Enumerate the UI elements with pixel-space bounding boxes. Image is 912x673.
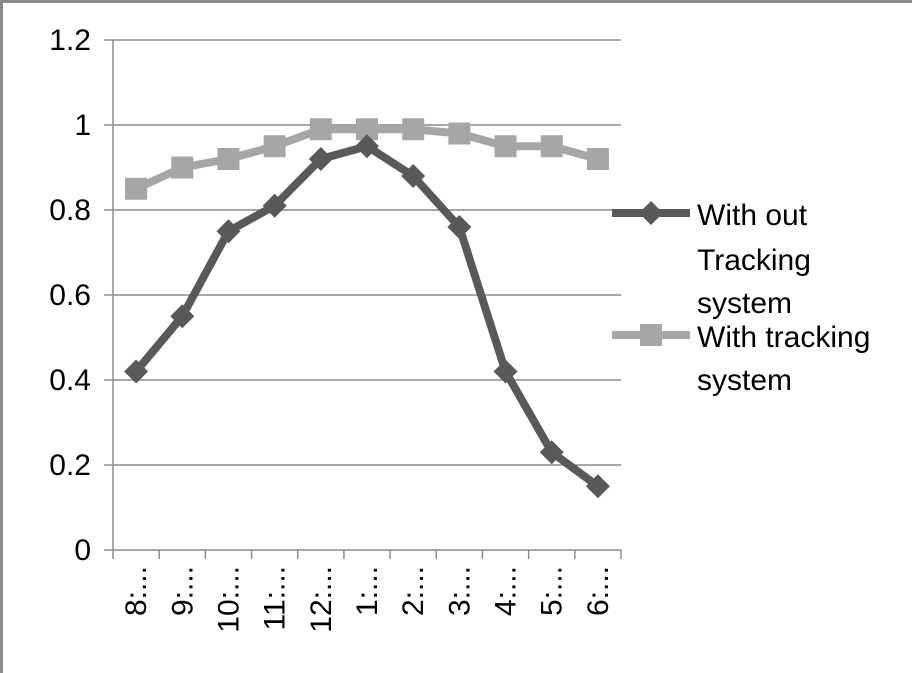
x-tick-label: 4:... (490, 566, 523, 616)
data-point (355, 134, 379, 159)
x-tick-label: 6:... (582, 566, 615, 616)
x-tick-label: 2:... (397, 566, 430, 616)
data-point (448, 122, 471, 145)
series-line-0 (132, 142, 602, 491)
data-point (540, 135, 563, 158)
data-point (539, 440, 564, 465)
y-tick-label: 0.4 (49, 364, 91, 397)
y-tick-label: 1.2 (49, 24, 91, 57)
x-tick-label: 11:... (259, 566, 292, 630)
y-tick-label: 0 (74, 534, 91, 567)
data-point (170, 304, 195, 329)
legend-marker (639, 201, 663, 225)
data-point (216, 219, 241, 244)
data-point (493, 359, 518, 384)
y-tick-label: 1 (74, 109, 91, 142)
x-tick-label: 1:... (351, 566, 384, 616)
legend-label: system (697, 364, 792, 397)
data-point (217, 148, 240, 170)
series-0 (124, 134, 610, 499)
x-tick-label: 12:... (305, 566, 338, 633)
legend-marker (640, 324, 662, 346)
data-point (124, 359, 149, 384)
legend-item-0: With out Tracking system (612, 199, 811, 320)
data-point (402, 118, 425, 141)
data-point (125, 177, 148, 200)
data-point (585, 474, 610, 499)
y-tick-label: 0.6 (49, 279, 91, 312)
legend-label: system (697, 287, 792, 320)
data-point (586, 148, 609, 170)
series-1 (125, 118, 609, 200)
x-tick-label: 9:... (166, 566, 199, 616)
legend-label: With out (697, 199, 808, 232)
data-point (356, 118, 378, 141)
axes: 0 0.2 0.4 0.6 0.8 1 1.2 8:... 9:... 10:... 11:... 1… (49, 24, 622, 633)
data-point (171, 156, 194, 179)
series-group (124, 118, 610, 499)
x-tick-label: 3:... (443, 566, 476, 616)
data-point (401, 164, 426, 188)
y-tick-label: 0.2 (49, 449, 91, 482)
legend-label: Tracking (697, 244, 811, 277)
x-tick-label: 8:... (120, 566, 153, 616)
data-point (309, 118, 332, 141)
data-point (263, 135, 286, 158)
data-point (494, 135, 517, 158)
x-tick-label: 10:... (212, 566, 245, 633)
data-point (262, 193, 287, 218)
legend-item-1: With tracking system (612, 321, 870, 397)
legend-label: With tracking (697, 321, 870, 354)
gridlines (113, 39, 621, 466)
x-tick-label: 5:... (536, 566, 569, 616)
data-point (447, 215, 472, 239)
data-point (308, 147, 333, 171)
y-tick-label: 0.8 (49, 194, 91, 227)
